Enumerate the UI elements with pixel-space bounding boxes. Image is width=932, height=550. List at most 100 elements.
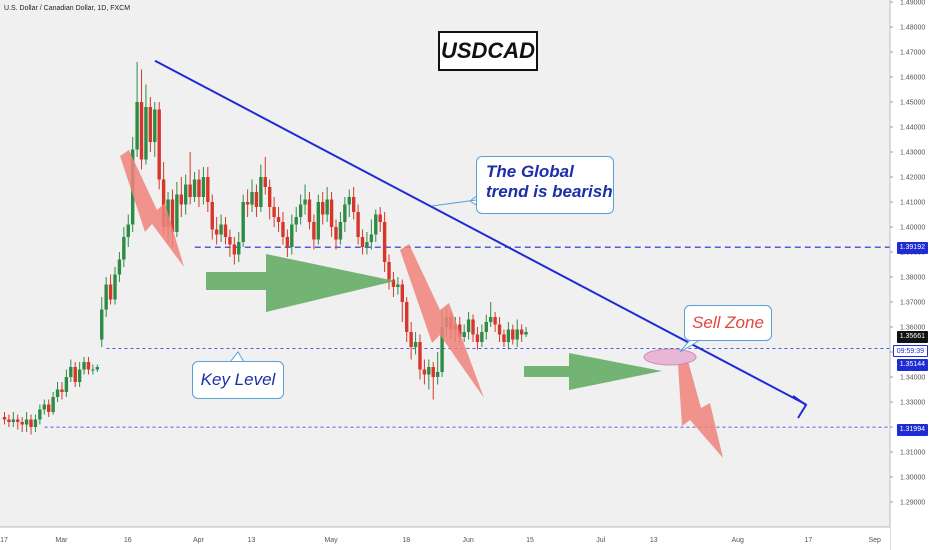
candle-body xyxy=(493,317,497,325)
price-tick-label: 1.47000 xyxy=(900,50,925,57)
candle-body xyxy=(365,242,369,247)
candle-body xyxy=(104,284,108,310)
candle-body xyxy=(250,192,254,205)
candle-body xyxy=(47,404,51,412)
candle-body xyxy=(519,329,524,335)
time-tick-label: 17 xyxy=(805,537,813,544)
price-tick-label: 1.29000 xyxy=(900,500,925,507)
candle-body xyxy=(259,177,263,207)
candle-body xyxy=(298,204,303,217)
candle-body xyxy=(228,237,232,245)
price-tick-label: 1.31000 xyxy=(900,450,925,457)
candle-body xyxy=(38,409,42,420)
chart-title: USDCAD xyxy=(438,31,538,71)
candle-body xyxy=(73,367,77,382)
candle-body xyxy=(139,102,144,160)
price-tick-label: 1.34000 xyxy=(900,375,925,382)
candle-body xyxy=(334,227,338,240)
candle-body xyxy=(360,237,365,247)
candle-body xyxy=(489,317,493,322)
price-tick-label: 1.33000 xyxy=(900,400,925,407)
time-tick-label: 18 xyxy=(402,537,410,544)
candle-body xyxy=(91,369,95,371)
time-tick-label: Jul xyxy=(596,537,605,544)
candle-body xyxy=(175,194,179,232)
key-level-callout-text: Key Level xyxy=(200,370,276,389)
candle-body xyxy=(7,419,11,422)
candle-body xyxy=(422,369,427,375)
candle-body xyxy=(2,417,7,420)
candle-body xyxy=(144,107,148,160)
candle-body xyxy=(466,319,471,332)
plot-background xyxy=(0,0,890,527)
candle-body xyxy=(347,197,351,205)
candle-body xyxy=(418,342,422,370)
candle-body xyxy=(241,202,245,242)
candle-body xyxy=(325,199,329,215)
red-arrow-3 xyxy=(678,361,723,458)
candle-body xyxy=(51,397,55,412)
candle-body xyxy=(188,184,192,197)
countdown-tag: 09:59:39 xyxy=(892,345,928,357)
candle-body xyxy=(458,324,462,337)
candle-body xyxy=(179,194,183,205)
candle-body xyxy=(126,224,130,237)
candle-body xyxy=(11,419,16,422)
horizontal-levels xyxy=(44,246,890,428)
red-arrow-1 xyxy=(120,150,184,267)
trend-callout: The Global trend is bearish xyxy=(476,156,614,214)
candle-body xyxy=(321,202,325,215)
candle-body xyxy=(343,204,347,222)
time-tick-label: 13 xyxy=(248,537,256,544)
candle-body xyxy=(184,184,188,205)
candle-body xyxy=(170,199,175,232)
candle-body xyxy=(290,224,294,247)
price-tick-label: 1.42000 xyxy=(900,175,925,182)
candle-body xyxy=(524,332,528,335)
time-tick-label: Sep xyxy=(869,537,882,544)
price-tick-label: 1.30000 xyxy=(900,475,925,482)
time-tick-label: 13 xyxy=(650,537,658,544)
candle-body xyxy=(400,284,404,302)
candle-body xyxy=(60,389,64,392)
price-tick-label: 1.44000 xyxy=(900,125,925,132)
candle-body xyxy=(396,284,400,287)
key-level-price-tag: 1.35144 xyxy=(896,359,928,371)
candle-body xyxy=(192,179,197,197)
candle-body xyxy=(210,202,214,230)
price-tick-label: 1.40000 xyxy=(900,225,925,232)
current-price-tag: 1.35661 xyxy=(896,331,928,343)
candle-body xyxy=(223,224,228,237)
candle-body xyxy=(502,334,506,342)
time-tick-label: Apr xyxy=(193,537,205,544)
candle-body xyxy=(440,327,444,372)
candle-body xyxy=(135,102,139,150)
candle-body xyxy=(95,367,100,370)
candle-body xyxy=(405,302,409,332)
candle-body xyxy=(497,324,502,335)
time-tick-label: 15 xyxy=(526,537,534,544)
price-tick-label: 1.36000 xyxy=(900,325,925,332)
candle-body xyxy=(148,107,153,142)
candle-body xyxy=(369,234,374,242)
time-tick-label: 16 xyxy=(124,537,132,544)
time-tick-label: 17 xyxy=(0,537,8,544)
candle-body xyxy=(161,179,166,227)
time-tick-label: May xyxy=(324,537,338,544)
sell-zone-ellipse xyxy=(643,348,697,366)
candle-body xyxy=(427,367,431,375)
candle-body xyxy=(276,217,281,222)
red-arrow-2 xyxy=(400,244,484,398)
candle-body xyxy=(356,212,360,237)
trend-callout-pointer xyxy=(431,199,477,207)
candle-body xyxy=(471,319,475,335)
price-tick-label: 1.49000 xyxy=(900,0,925,7)
price-tick-label: 1.41000 xyxy=(900,200,925,207)
candle-body xyxy=(214,229,219,235)
candle-body xyxy=(197,179,201,197)
time-tick-label: Aug xyxy=(731,537,744,544)
price-grid xyxy=(0,0,890,527)
candle-body xyxy=(82,362,86,370)
candle-body xyxy=(391,279,396,287)
price-axis: 1.290001.300001.310001.320001.330001.340… xyxy=(889,0,932,550)
